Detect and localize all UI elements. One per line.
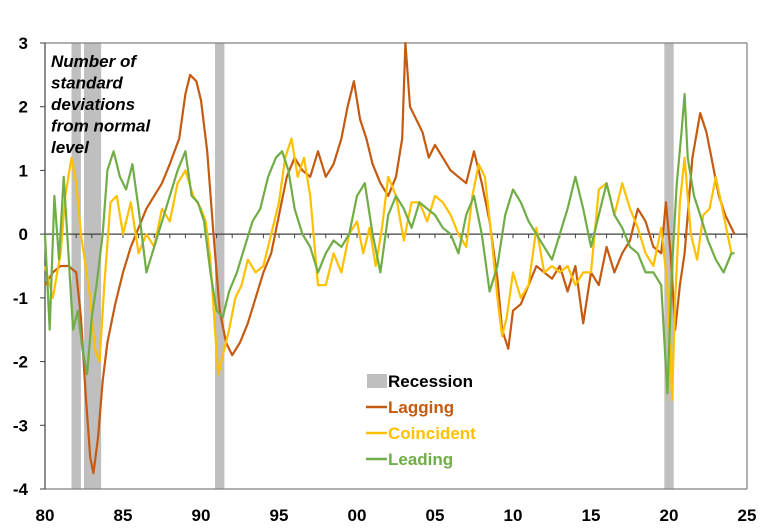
- y-tick-label: -1: [13, 289, 28, 308]
- legend-label-coincident: Coincident: [388, 424, 476, 443]
- x-tick-label: 15: [582, 506, 601, 525]
- annotation-line: deviations: [51, 95, 135, 114]
- annotation-line: standard: [51, 74, 123, 93]
- recession-band: [664, 43, 674, 489]
- y-tick-label: -2: [13, 353, 28, 372]
- y-tick-label: 2: [19, 98, 28, 117]
- recession-band: [215, 43, 225, 489]
- plot-frame: [44, 42, 748, 490]
- x-axis: 80 85 90 95 00 05 10 15 20 25: [36, 506, 757, 525]
- recession-band: [71, 43, 81, 489]
- y-axis-annotation: Number of standard deviations from normal le…: [51, 52, 151, 157]
- recession-bands: [71, 43, 674, 489]
- series-line-lagging: [44, 41, 736, 475]
- annotation-line: Number of: [51, 52, 138, 71]
- y-tick-label: -4: [13, 480, 29, 499]
- annotation-line: from normal: [51, 117, 151, 136]
- x-tick-label: 85: [114, 506, 133, 525]
- x-tick-label: 95: [270, 506, 289, 525]
- x-tick-label: 90: [192, 506, 211, 525]
- x-tick-label: 00: [348, 506, 367, 525]
- y-tick-label: 1: [19, 161, 28, 180]
- series-lines: [43, 41, 736, 475]
- x-tick-label: 20: [660, 506, 679, 525]
- x-tick-label: 80: [36, 506, 55, 525]
- y-tick-label: 0: [19, 225, 28, 244]
- legend-label-lagging: Lagging: [388, 398, 454, 417]
- legend: Recession Lagging Coincident Leading: [366, 372, 476, 469]
- legend-label-leading: Leading: [388, 450, 453, 469]
- series-line-leading: [43, 92, 735, 395]
- recession-band: [84, 43, 102, 489]
- series-line-coincident: [43, 137, 735, 401]
- y-tick-label: -3: [13, 416, 28, 435]
- x-tick-label: 10: [504, 506, 523, 525]
- y-tick-label: 3: [19, 34, 28, 53]
- annotation-line: level: [51, 138, 90, 157]
- y-axis: 3 2 1 0 -1 -2 -3 -4: [13, 34, 45, 499]
- x-tick-label: 25: [738, 506, 757, 525]
- legend-swatch-recession: [367, 374, 387, 388]
- x-tick-label: 05: [426, 506, 445, 525]
- legend-label-recession: Recession: [388, 372, 473, 391]
